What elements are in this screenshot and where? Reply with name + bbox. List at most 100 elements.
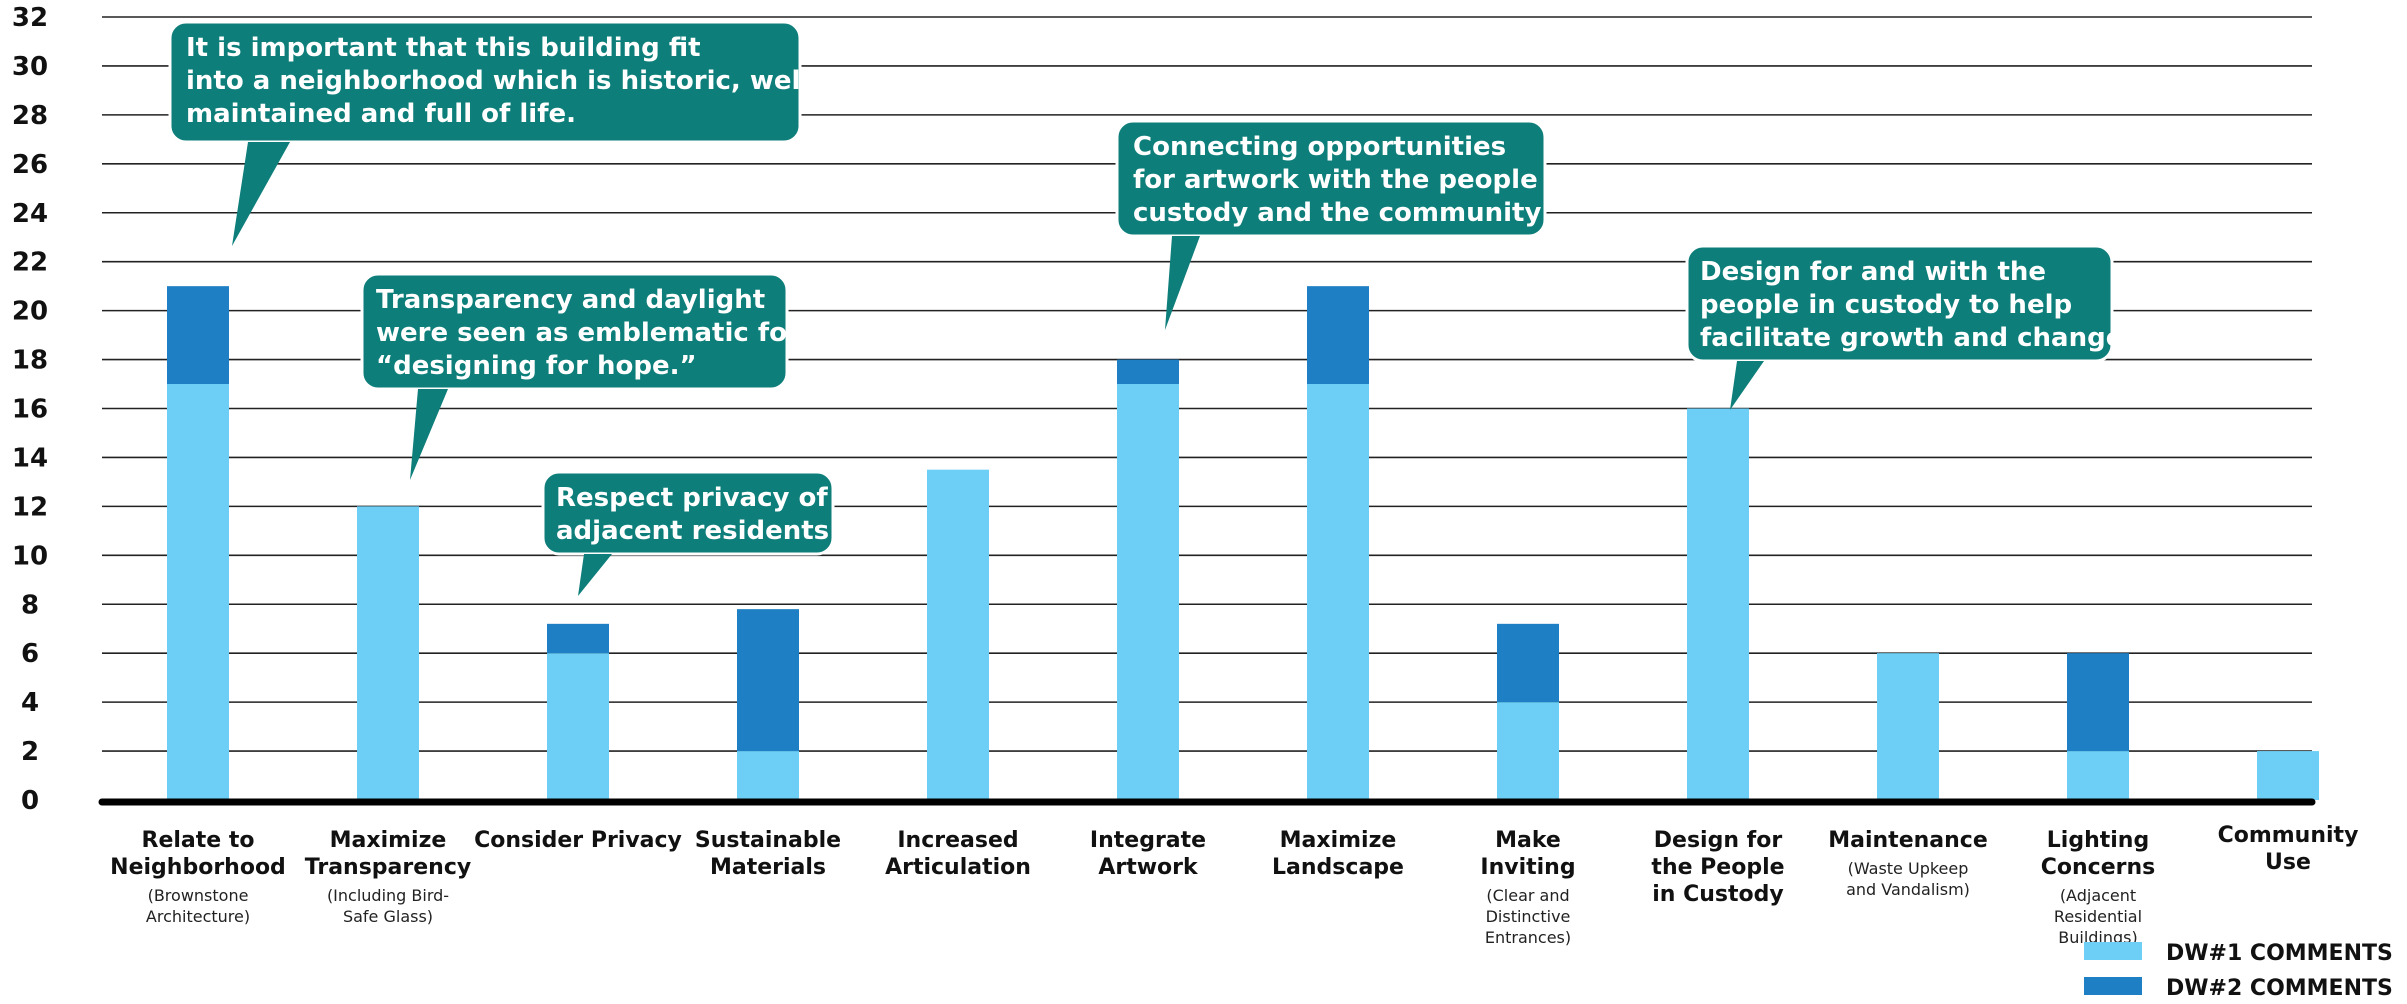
bar-segment-dw1 xyxy=(167,384,229,800)
category-label: Artwork xyxy=(1098,855,1199,880)
legend-swatch xyxy=(2084,942,2142,960)
callout-text: people in custody to help xyxy=(1700,290,2072,320)
bar-segment-dw1 xyxy=(1877,653,1939,800)
bar-segment-dw2 xyxy=(737,609,799,752)
category-note: (Clear and xyxy=(1486,886,1569,905)
bar-segment-dw1 xyxy=(1687,408,1749,800)
callout-text: custody and the community xyxy=(1133,198,1541,228)
category-note: Safe Glass) xyxy=(343,907,433,926)
callout-text: Design for and with the xyxy=(1700,257,2046,287)
y-tick-label: 32 xyxy=(12,3,48,33)
callout-text: maintained and full of life. xyxy=(186,99,576,129)
legend-label: DW#1 COMMENTS xyxy=(2166,941,2393,966)
y-tick-label: 28 xyxy=(12,101,48,131)
callout-box xyxy=(360,272,789,391)
category-label: Integrate xyxy=(1090,828,1206,853)
legend-swatch xyxy=(2084,977,2142,995)
category-note: Entrances) xyxy=(1485,928,1571,947)
y-tick-label: 26 xyxy=(12,150,48,180)
y-tick-label: 2 xyxy=(21,737,39,767)
bar-segment-dw1 xyxy=(357,506,419,800)
category-label: Inviting xyxy=(1480,855,1575,880)
bar-segment-dw2 xyxy=(1307,286,1369,385)
category-label: Make xyxy=(1495,828,1561,853)
bar-segment-dw1 xyxy=(1307,384,1369,800)
callout-pointer xyxy=(1165,236,1200,330)
callout-text: “designing for hope.” xyxy=(376,351,697,381)
category-label: Concerns xyxy=(2041,855,2156,880)
callout-box xyxy=(168,20,802,144)
category-label: Community xyxy=(2218,823,2359,848)
category-label: the People xyxy=(1651,855,1784,880)
bar-segment-dw1 xyxy=(2257,751,2319,800)
category-label: Sustainable xyxy=(695,828,841,853)
callout-text: facilitate growth and change. xyxy=(1700,323,2133,353)
y-tick-label: 10 xyxy=(12,541,48,571)
category-note: Residential xyxy=(2054,907,2142,926)
bar-segment-dw2 xyxy=(167,286,229,385)
category-label: Maximize xyxy=(1280,828,1397,853)
category-label: Maximize xyxy=(330,828,447,853)
category-label: Design for xyxy=(1654,828,1783,853)
category-note: Distinctive xyxy=(1486,907,1571,926)
callout-bubble: It is important that this building fitin… xyxy=(168,20,809,246)
y-tick-label: 0 xyxy=(21,786,39,816)
category-note: (Including Bird- xyxy=(327,886,449,905)
bar-segment-dw2 xyxy=(1497,623,1559,703)
category-label: Consider Privacy xyxy=(474,828,682,853)
bar-segment-dw1 xyxy=(737,751,799,800)
callout-text: were seen as emblematic for xyxy=(376,318,800,348)
callout-text: It is important that this building fit xyxy=(186,33,701,63)
category-label: Transparency xyxy=(305,855,471,880)
category-label: Articulation xyxy=(885,855,1031,880)
y-tick-label: 24 xyxy=(12,199,48,229)
y-tick-label: 8 xyxy=(21,590,39,620)
callout-text: Transparency and daylight xyxy=(376,285,765,315)
category-label: Relate to xyxy=(142,828,255,853)
category-label: in Custody xyxy=(1652,882,1783,907)
bar-segment-dw2 xyxy=(2067,653,2129,752)
bar-segment-dw2 xyxy=(547,623,609,654)
category-label: Use xyxy=(2265,850,2311,875)
category-label: Lighting xyxy=(2047,828,2149,853)
y-tick-label: 18 xyxy=(12,346,48,376)
y-tick-label: 14 xyxy=(12,443,48,473)
category-label: Increased xyxy=(897,828,1018,853)
y-tick-label: 22 xyxy=(12,248,48,278)
callout-text: Connecting opportunities xyxy=(1133,132,1506,162)
callout-pointer xyxy=(232,142,290,246)
category-note: (Brownstone xyxy=(148,886,249,905)
y-tick-label: 16 xyxy=(12,395,48,425)
callout-text: adjacent residents xyxy=(556,516,829,546)
bar-segment-dw1 xyxy=(927,469,989,800)
callout-box xyxy=(541,470,835,556)
y-tick-label: 6 xyxy=(21,639,39,669)
callout-box xyxy=(1115,119,1547,238)
category-note: (Adjacent xyxy=(2060,886,2136,905)
callout-pointer xyxy=(410,389,448,480)
category-label: Neighborhood xyxy=(110,855,286,880)
y-tick-label: 4 xyxy=(21,688,39,718)
y-tick-label: 20 xyxy=(12,297,48,327)
category-note: and Vandalism) xyxy=(1846,880,1970,899)
category-note: Architecture) xyxy=(146,907,250,926)
y-tick-label: 30 xyxy=(12,52,48,82)
callout-text: into a neighborhood which is historic, w… xyxy=(186,66,809,96)
callout-box xyxy=(1685,244,2114,363)
bar-segment-dw1 xyxy=(547,653,609,800)
callout-text: for artwork with the people in xyxy=(1133,165,1574,195)
category-label: Materials xyxy=(710,855,826,880)
callout-pointer xyxy=(1730,361,1764,410)
bar-segment-dw1 xyxy=(2067,751,2129,800)
category-label: Landscape xyxy=(1272,855,1404,880)
legend-label: DW#2 COMMENTS xyxy=(2166,976,2393,1001)
bar-segment-dw1 xyxy=(1117,384,1179,800)
bar-segment-dw1 xyxy=(1497,702,1559,800)
category-note: (Waste Upkeep xyxy=(1848,859,1969,878)
